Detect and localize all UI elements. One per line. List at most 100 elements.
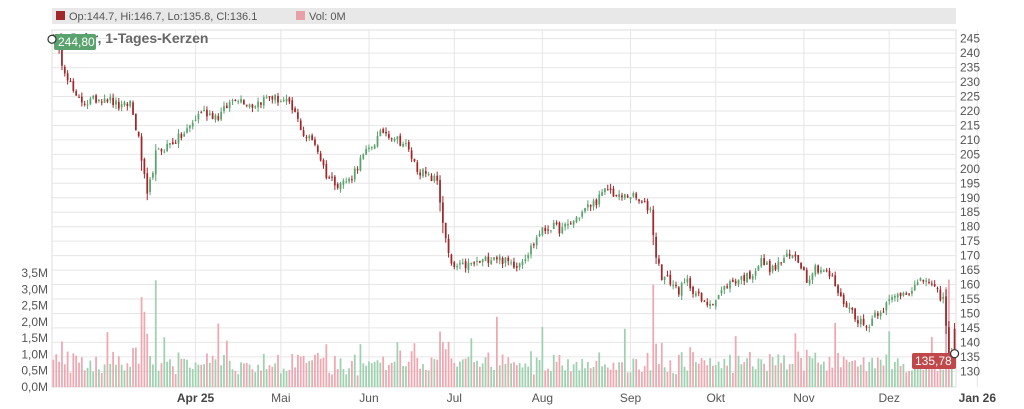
volume-bar	[498, 365, 501, 387]
candle-body	[848, 307, 851, 309]
volume-bar	[780, 363, 783, 387]
volume-bar	[245, 362, 248, 387]
volume-bar	[908, 370, 910, 387]
candle-body	[308, 135, 311, 139]
candle-body	[862, 318, 865, 325]
candle-body	[461, 262, 464, 265]
candle-body	[188, 125, 191, 129]
candle-body	[234, 99, 237, 101]
volume-bar	[277, 354, 279, 387]
volume-bar	[467, 356, 470, 387]
candle-body	[186, 128, 188, 133]
candle-body	[859, 318, 862, 325]
candle-body	[137, 131, 140, 137]
volume-bar	[746, 358, 748, 387]
candle-body	[635, 193, 638, 199]
candle-body	[481, 259, 484, 263]
candle-body	[686, 278, 689, 283]
price-tick-label: 240	[960, 46, 980, 60]
price-tick-label: 205	[960, 147, 980, 161]
candle-body	[928, 281, 930, 284]
candle-body	[831, 275, 834, 277]
volume-bar	[385, 370, 387, 387]
volume-bar	[115, 364, 117, 387]
candle-body	[217, 116, 220, 120]
volume-bar	[120, 364, 123, 387]
volume-bar	[697, 363, 700, 387]
volume-bar	[834, 322, 837, 387]
price-tick-label: 200	[960, 162, 980, 176]
volume-bar	[751, 366, 754, 387]
volume-bar	[223, 355, 225, 387]
volume-bar	[450, 358, 453, 387]
volume-bar	[225, 340, 228, 387]
candle-body	[262, 97, 265, 106]
volume-bar	[842, 356, 845, 387]
volume-bar	[618, 362, 621, 387]
candle-body	[160, 149, 163, 152]
volume-bar	[58, 361, 60, 387]
candle-body	[382, 129, 385, 133]
volume-bar	[422, 364, 424, 387]
volume-bar	[478, 366, 481, 387]
price-tick-label: 135	[960, 350, 980, 364]
candle-body	[265, 97, 268, 99]
volume-bar	[734, 336, 737, 387]
candle-body	[154, 150, 157, 175]
end-marker	[949, 349, 960, 359]
time-tick-label: Jul	[447, 391, 462, 405]
candle-body	[78, 96, 80, 98]
volume-bar	[436, 359, 439, 387]
volume-bar	[348, 368, 350, 387]
volume-bar	[322, 357, 325, 387]
volume-bar	[771, 357, 774, 387]
volume-bar	[140, 297, 143, 387]
volume-bar	[342, 369, 345, 387]
volume-bar	[896, 358, 899, 387]
candle-body	[530, 245, 532, 255]
candle-body	[640, 201, 643, 203]
volume-bar	[538, 359, 541, 387]
volume-bar	[882, 365, 885, 387]
candle-body	[882, 311, 885, 313]
candle-body	[643, 201, 646, 203]
volume-bar	[240, 362, 242, 387]
candle-body	[714, 300, 717, 307]
candle-body	[177, 133, 180, 144]
candle-body	[436, 175, 439, 181]
volume-bar	[555, 361, 558, 387]
volume-bar	[461, 359, 464, 387]
volume-bar	[75, 355, 78, 387]
candle-body	[805, 269, 808, 283]
volume-bar	[845, 359, 848, 387]
volume-bar	[561, 365, 564, 387]
volume-bar	[402, 366, 404, 387]
candle-body	[163, 151, 166, 153]
candle-body	[112, 97, 115, 106]
candle-body	[450, 254, 453, 264]
candle-body	[601, 192, 603, 196]
candle-body	[399, 135, 402, 146]
candle-body	[584, 208, 586, 212]
volume-bar	[254, 372, 257, 387]
candle-body	[319, 153, 322, 161]
candle-body	[749, 271, 751, 279]
volume-bar	[726, 365, 729, 387]
candle-body	[783, 258, 785, 263]
candle-body	[737, 279, 740, 285]
volume-tick-label: 3,0M	[21, 282, 48, 296]
candle-body	[348, 178, 350, 182]
candle-body	[444, 222, 447, 239]
candle-body	[592, 200, 595, 207]
volume-bar	[441, 342, 444, 387]
candle-body	[595, 199, 598, 206]
candle-body	[223, 105, 225, 112]
volume-bar	[80, 357, 83, 387]
volume-bar	[166, 361, 169, 387]
volume-bar	[916, 365, 919, 387]
volume-bar	[666, 372, 669, 387]
volume-bar	[612, 362, 615, 387]
volume-bar	[333, 356, 336, 387]
